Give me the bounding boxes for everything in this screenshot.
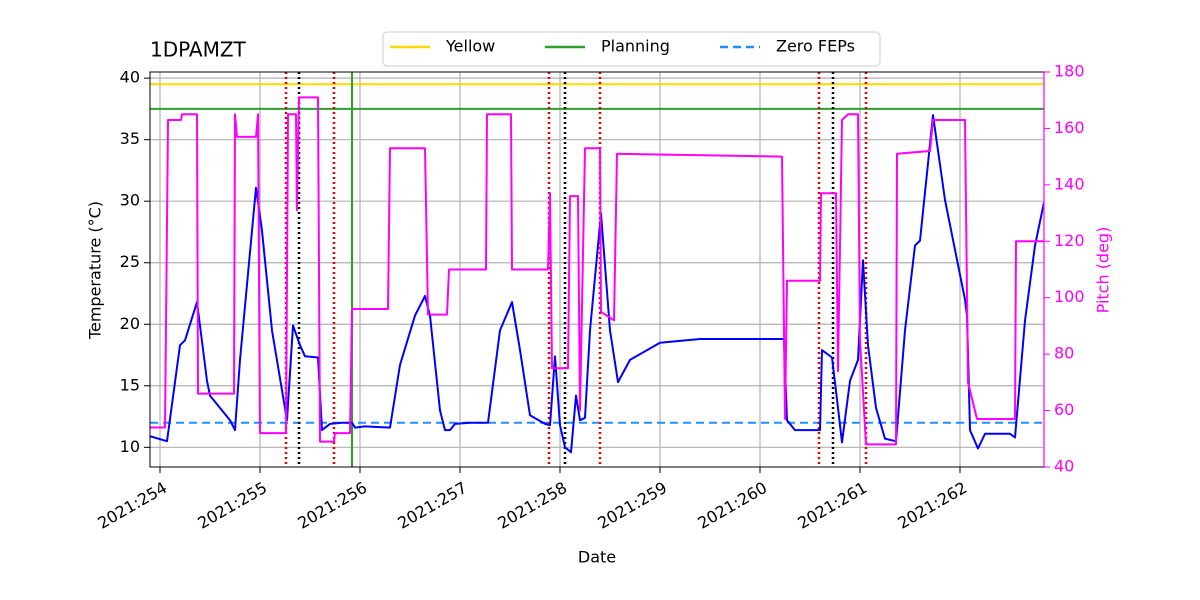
x-tick-label: 2021:257	[394, 478, 470, 533]
data-line	[150, 114, 1044, 454]
y2-axis-label: Pitch (deg)	[1094, 227, 1113, 314]
plot-area	[150, 72, 1044, 467]
legend-label: Yellow	[445, 37, 495, 56]
legend-label: Planning	[601, 37, 670, 56]
x-tick-label: 2021:255	[194, 478, 270, 533]
legend-label: Zero FEPs	[776, 37, 855, 56]
x-tick-label: 2021:256	[294, 478, 370, 533]
x-tick-label: 2021:261	[794, 478, 870, 533]
y2-tick-label: 140	[1054, 174, 1085, 193]
x-tick-label: 2021:254	[94, 478, 170, 533]
y-tick-label: 30	[120, 191, 140, 210]
y-tick-label: 10	[120, 437, 140, 456]
y-tick-label: 15	[120, 375, 140, 394]
y-tick-label: 25	[120, 252, 140, 271]
x-axis-label: Date	[578, 548, 616, 567]
x-tick-label: 2021:259	[594, 478, 670, 533]
y-tick-label: 20	[120, 314, 140, 333]
x-tick-label: 2021:262	[894, 478, 970, 533]
x-tick-label: 2021:258	[494, 478, 570, 533]
y2-tick-label: 160	[1054, 118, 1085, 137]
x-tick-label: 2021:260	[694, 478, 770, 533]
y2-tick-label: 100	[1054, 287, 1085, 306]
y-tick-label: 40	[120, 68, 140, 87]
data-line	[150, 96, 1044, 446]
y2-tick-label: 80	[1054, 344, 1074, 363]
y2-tick-label: 120	[1054, 231, 1085, 250]
y2-tick-label: 180	[1054, 62, 1085, 81]
y2-tick-label: 40	[1054, 457, 1074, 476]
y-tick-label: 35	[120, 129, 140, 148]
y2-tick-label: 60	[1054, 400, 1074, 419]
chart-title: 1DPAMZT	[150, 38, 247, 62]
y-axis-label: Temperature (°C)	[86, 201, 105, 340]
legend-box	[382, 31, 881, 67]
